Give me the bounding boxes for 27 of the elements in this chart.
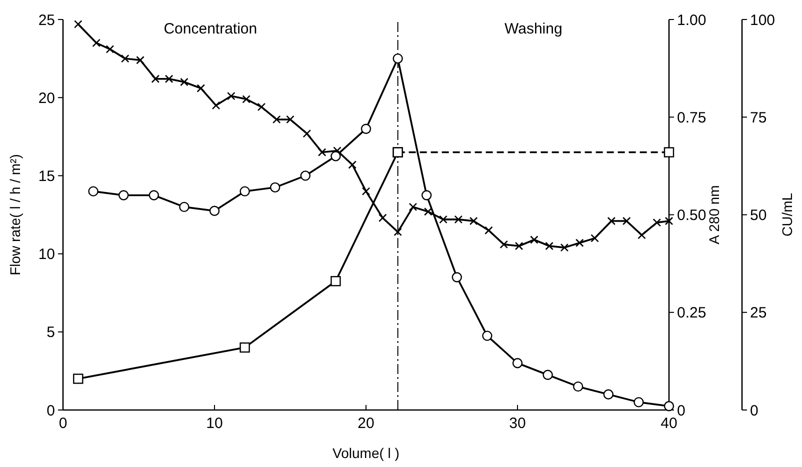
y-tick-label: 5 <box>46 324 55 342</box>
x-tick-label: 40 <box>660 415 678 432</box>
annotation: Concentration <box>164 20 258 38</box>
y-tick-label: 10 <box>38 246 55 264</box>
y3-tick-label: 25 <box>750 304 767 322</box>
y3-tick-label: 100 <box>750 12 776 29</box>
x-tick-label: 30 <box>509 415 526 432</box>
y-tick-label: 20 <box>38 90 55 107</box>
y3-tick-label: 0 <box>750 402 758 420</box>
y2-tick-label: 0.50 <box>677 207 706 224</box>
y-tick-label: 0 <box>46 402 55 420</box>
x-tick-label: 0 <box>58 415 68 432</box>
y2-tick-label: 0.25 <box>677 304 706 322</box>
y2-axis-title: A 280 nm <box>706 185 722 244</box>
x-tick-label: 20 <box>358 415 374 432</box>
x-tick-label: 10 <box>206 415 223 432</box>
annotation: Washing <box>504 20 562 38</box>
y-tick-label: 25 <box>38 12 55 29</box>
y-axis-title: Flow rate( l / h / m²) <box>7 154 23 276</box>
x-axis-title: Volume( l ) <box>332 445 400 461</box>
y3-tick-label: 75 <box>750 109 767 126</box>
y2-tick-label: 0 <box>677 402 686 420</box>
y-tick-label: 15 <box>38 168 55 185</box>
y3-axis-title: CU/mL <box>779 192 795 237</box>
y3-tick-label: 50 <box>750 207 767 224</box>
y2-tick-label: 1.00 <box>677 12 706 29</box>
y2-tick-label: 0.75 <box>677 109 706 126</box>
